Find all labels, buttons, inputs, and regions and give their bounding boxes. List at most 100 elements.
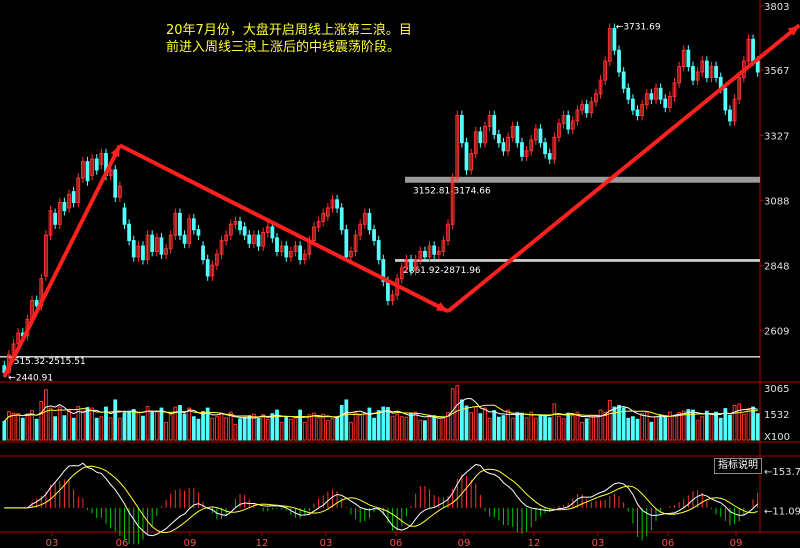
candle-body (94, 158, 99, 171)
candle-body (436, 250, 441, 255)
candle-body (566, 114, 571, 130)
candle-body (594, 93, 598, 103)
y-tick-label: 2848 (764, 262, 789, 273)
candle-body (681, 49, 686, 68)
candle-body (469, 153, 474, 171)
candle-body (473, 131, 478, 155)
volume-bar (718, 417, 723, 441)
volume-bar (178, 405, 182, 441)
candle-body (686, 49, 691, 68)
candle-body (607, 27, 612, 62)
y-tick-label: 3327 (764, 131, 789, 142)
candle-body (228, 223, 233, 236)
volume-bar (631, 416, 635, 441)
x-tick-label: 12 (528, 538, 541, 548)
candle-body (603, 60, 608, 81)
candle-body (704, 60, 709, 78)
candle-body (640, 104, 645, 116)
level-label: 2515.32-2515.51 (8, 357, 86, 367)
volume-bar (136, 411, 141, 441)
candle-body (543, 142, 547, 155)
volume-bar (677, 412, 682, 441)
volume-bar (90, 407, 95, 441)
x-tick-label: 09 (458, 538, 471, 548)
volume-bar (473, 406, 478, 441)
candle-body (145, 234, 150, 261)
candle-body (691, 66, 695, 81)
volume-bar (131, 409, 136, 441)
volume-bar (242, 416, 247, 441)
volume-y-tick-label: X100 (764, 432, 790, 443)
volume-y-tick-label: 3065 (764, 384, 789, 395)
candle-body (67, 193, 71, 209)
candle-body (450, 177, 455, 225)
volume-bar (154, 411, 159, 441)
x-tick-label: 03 (592, 538, 605, 548)
candle-body (446, 223, 450, 242)
volume-bar (510, 417, 515, 441)
volume-bar (261, 414, 266, 441)
candle-body (524, 150, 529, 157)
level-band (405, 176, 760, 183)
volume-bar (594, 415, 598, 441)
volume-bar (228, 411, 233, 441)
volume-bar (53, 416, 58, 441)
candle-body (210, 264, 215, 277)
y-tick-label: 2609 (764, 327, 789, 338)
candle-body (367, 212, 372, 231)
volume-bar (409, 413, 413, 441)
candle-body (533, 128, 538, 141)
volume-bar (464, 405, 469, 441)
candle-body (751, 38, 755, 62)
candle-body (501, 142, 506, 152)
candle-body (34, 299, 39, 307)
candle-body (339, 207, 344, 231)
volume-bar (459, 399, 464, 441)
candle-body (265, 226, 270, 233)
volume-bar (67, 409, 71, 441)
volume-bar (570, 415, 575, 441)
candle-body (677, 66, 682, 84)
volume-bar (57, 406, 62, 441)
candle-body (293, 245, 298, 252)
volume-bar (584, 418, 589, 441)
volume-bar (603, 411, 608, 441)
candle-body (723, 87, 728, 111)
x-tick-label: 06 (662, 538, 675, 548)
candle-body (164, 248, 168, 255)
volume-bar (335, 416, 339, 441)
indicator-help-button[interactable]: 指标说明 (714, 458, 762, 474)
macd-y-tick-label: ←153.7 (764, 467, 800, 478)
candle-body (349, 250, 353, 258)
volume-bar (418, 419, 423, 441)
volume-bar (16, 413, 21, 441)
volume-bar (501, 415, 506, 441)
candle-body (714, 66, 718, 78)
volume-bar (538, 414, 543, 441)
candle-body (362, 212, 367, 225)
candle-body (390, 294, 395, 301)
candle-body (418, 250, 423, 261)
candle-body (298, 245, 303, 261)
volume-bar (252, 413, 256, 441)
volume-bar (62, 415, 67, 441)
volume-bar (219, 412, 224, 441)
volume-bar (575, 411, 580, 441)
volume-bar (173, 406, 178, 441)
volume-bar (492, 410, 497, 441)
volume-bar (168, 414, 173, 441)
candle-body (737, 76, 742, 100)
macd-dif-line (4, 462, 759, 537)
candle-body (755, 60, 760, 73)
candle-body (399, 267, 404, 280)
volume-bar (654, 416, 658, 441)
volume-bar (187, 407, 192, 441)
candle-body (71, 191, 76, 204)
volume-bar (122, 412, 127, 441)
candle-body (547, 153, 552, 160)
volume-bar (561, 418, 566, 441)
candle-body (520, 142, 524, 157)
candle-body (464, 142, 469, 171)
candle-body (261, 231, 266, 247)
volume-bar (279, 421, 284, 441)
